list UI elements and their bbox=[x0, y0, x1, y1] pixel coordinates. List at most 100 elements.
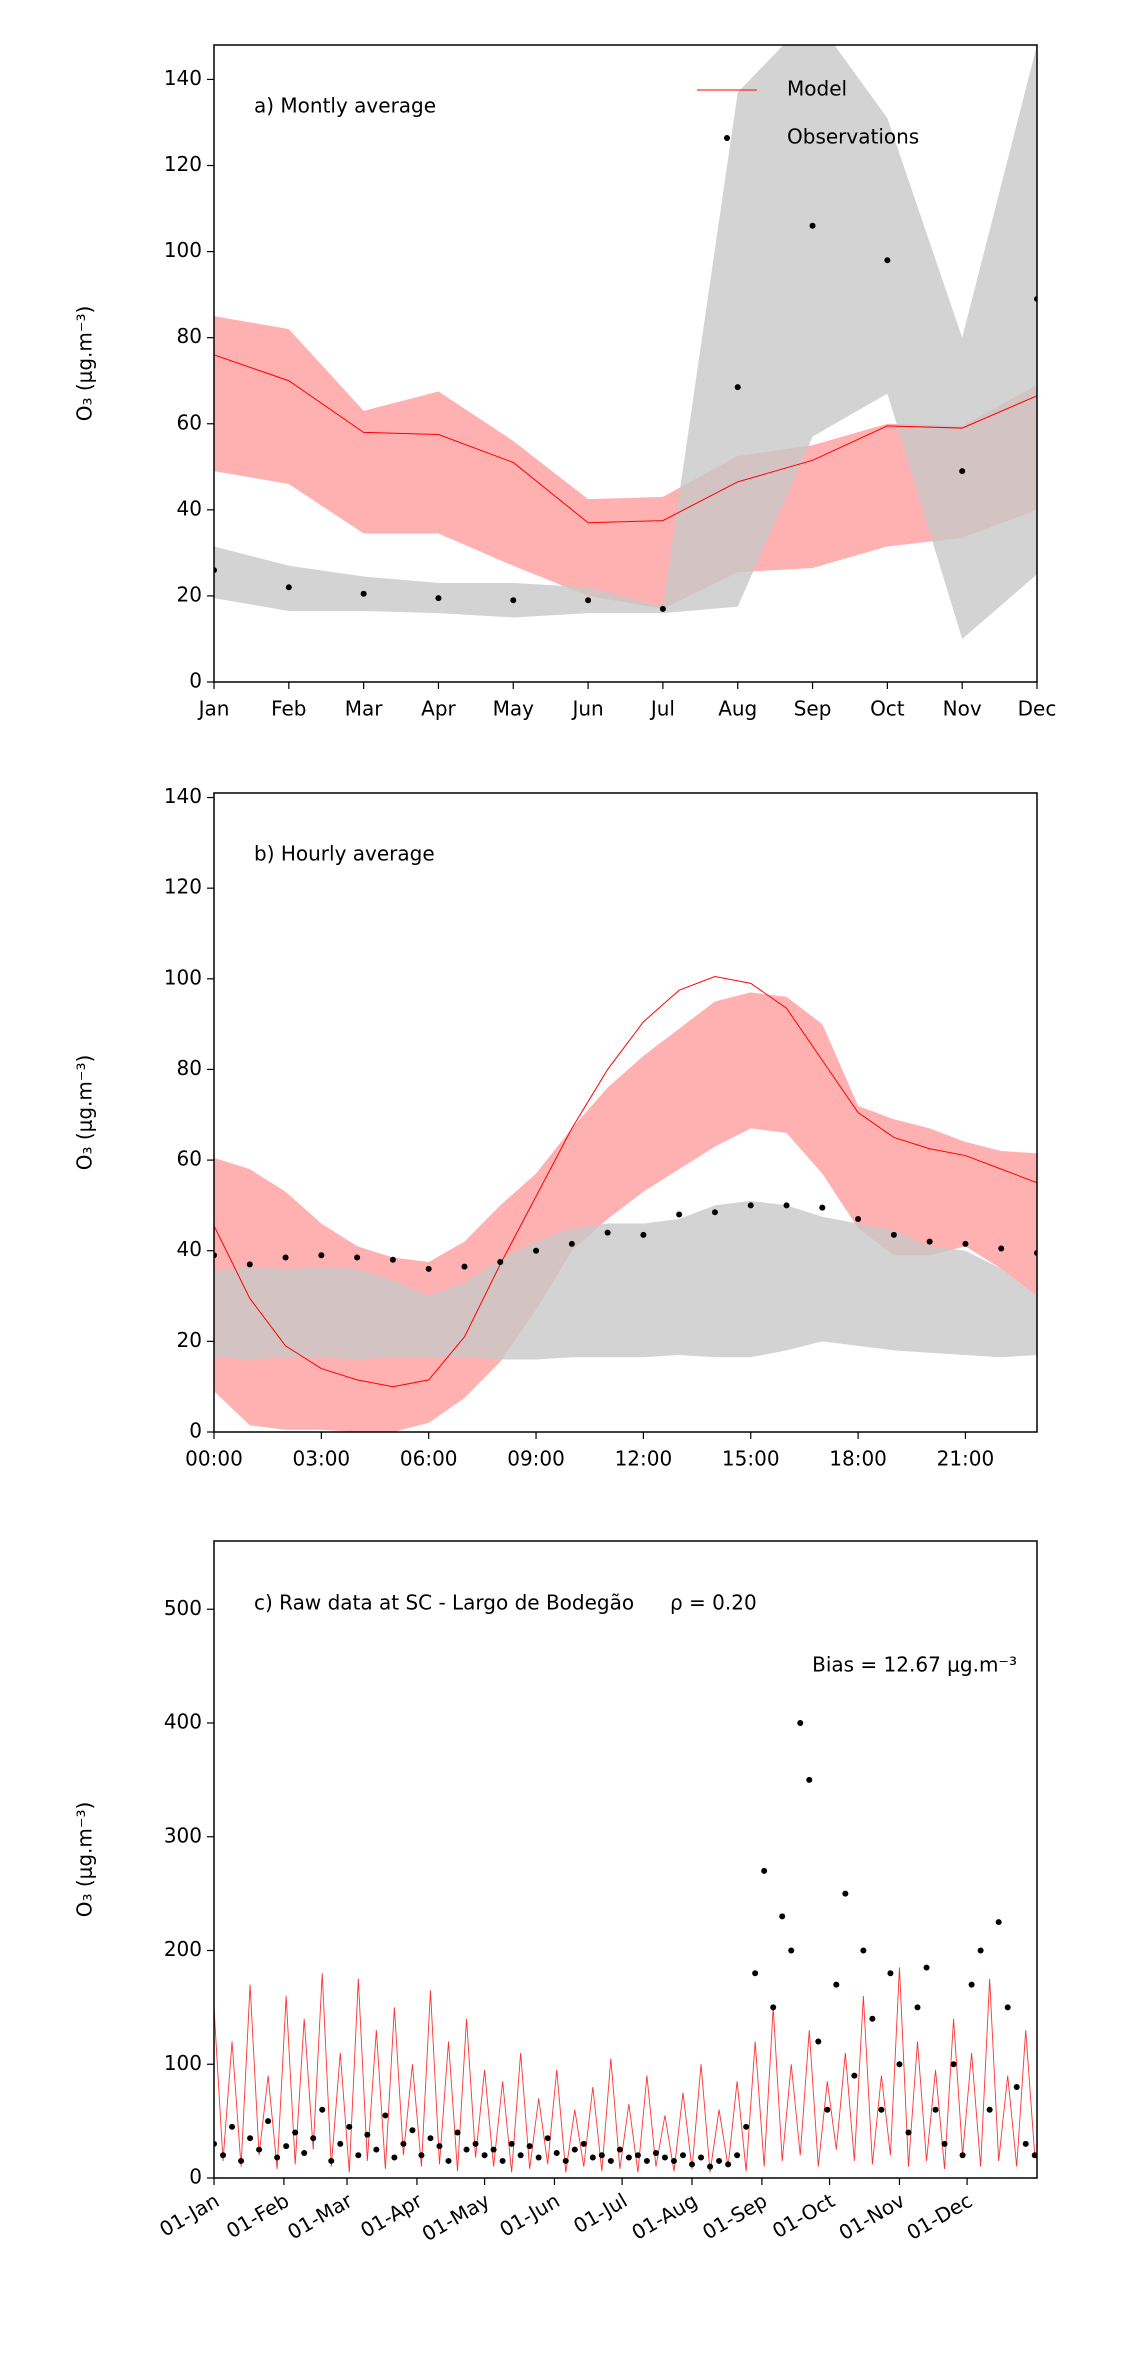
x-tick-label: Dec bbox=[1018, 697, 1057, 721]
observation-dot bbox=[734, 2152, 741, 2159]
plot-area bbox=[214, 45, 1037, 639]
observation-dot bbox=[752, 1970, 759, 1977]
y-tick-label: 20 bbox=[177, 582, 202, 606]
x-tick-label: 01-Nov bbox=[835, 2188, 909, 2245]
axes-frame bbox=[213, 44, 1038, 683]
observation-dot bbox=[806, 1776, 813, 1783]
range-band bbox=[214, 316, 1037, 609]
observation-dot bbox=[959, 2152, 966, 2159]
model-line bbox=[214, 1967, 1036, 2173]
observation-dot bbox=[1031, 2152, 1037, 2159]
observation-dot bbox=[585, 597, 592, 604]
axes-frame bbox=[213, 792, 1038, 1433]
legend-swatch bbox=[724, 135, 730, 141]
observation-dot bbox=[310, 2135, 317, 2142]
observation-dot bbox=[833, 1981, 840, 1988]
y-tick-label: 0 bbox=[189, 1419, 202, 1443]
observation-dot bbox=[247, 2135, 254, 2142]
observation-dot bbox=[824, 2106, 831, 2113]
observation-dot bbox=[337, 2140, 344, 2147]
observation-dot bbox=[926, 1238, 933, 1245]
legend-label: Model bbox=[787, 77, 847, 101]
observation-dot bbox=[932, 2106, 939, 2113]
observation-dot bbox=[256, 2146, 263, 2153]
x-tick-label: May bbox=[493, 697, 535, 721]
x-tick-label: Apr bbox=[421, 697, 456, 721]
x-tick-label: 01-Dec bbox=[903, 2188, 977, 2244]
observation-dot bbox=[454, 2129, 461, 2136]
observation-dot bbox=[968, 1981, 975, 1988]
x-tick-label: 01-Aug bbox=[628, 2188, 702, 2244]
x-tick-label: Sep bbox=[794, 697, 832, 721]
observation-dot bbox=[986, 2106, 993, 2113]
observation-dot bbox=[418, 2152, 425, 2159]
y-tick-label: 120 bbox=[164, 875, 202, 899]
y-tick-label: 100 bbox=[164, 2051, 202, 2075]
axes-frame bbox=[213, 1540, 1038, 2179]
observation-dot bbox=[1013, 2084, 1020, 2090]
observation-dot bbox=[238, 2157, 245, 2164]
observation-dot bbox=[400, 2140, 407, 2147]
annotation: a) Montly average bbox=[254, 94, 436, 118]
y-tick-label: 20 bbox=[177, 1328, 202, 1352]
observation-dot bbox=[360, 590, 367, 597]
annotation: ρ = 0.20 bbox=[670, 1591, 757, 1615]
y-tick-label: 60 bbox=[177, 1147, 202, 1171]
observation-dot bbox=[427, 2135, 434, 2142]
observation-dot bbox=[634, 2152, 641, 2159]
y-tick-label: 80 bbox=[177, 324, 202, 348]
observation-dot bbox=[355, 2152, 362, 2159]
observation-dot bbox=[283, 2143, 290, 2150]
x-tick-label: 00:00 bbox=[185, 1447, 243, 1471]
y-axis-label: O₃ (μg.m⁻³) bbox=[73, 1802, 97, 1918]
observation-dot bbox=[292, 2129, 299, 2136]
annotation: b) Hourly average bbox=[254, 842, 435, 866]
x-tick-label: Feb bbox=[271, 697, 306, 721]
observation-dot bbox=[517, 2152, 524, 2159]
observation-dot bbox=[463, 2146, 470, 2153]
observation-dot bbox=[995, 1919, 1002, 1926]
x-tick-label: Jul bbox=[649, 697, 675, 721]
observation-dot bbox=[510, 597, 517, 604]
observation-dot bbox=[711, 1209, 718, 1216]
observation-dot bbox=[607, 2157, 614, 2164]
x-tick-label: Aug bbox=[718, 697, 757, 721]
x-tick-label: 01-Apr bbox=[356, 2188, 427, 2243]
observation-dot bbox=[535, 2154, 542, 2161]
observation-dot bbox=[887, 1970, 894, 1977]
observation-dot bbox=[860, 1947, 867, 1954]
plot-area bbox=[214, 976, 1037, 1432]
observation-dot bbox=[652, 2149, 659, 2156]
observation-dot bbox=[640, 1231, 647, 1238]
observation-dot bbox=[923, 1964, 930, 1971]
x-tick-label: 01-Sep bbox=[698, 2188, 771, 2244]
observation-dot bbox=[544, 2135, 551, 2142]
observation-dot bbox=[364, 2131, 371, 2138]
x-tick-label: 01-Mar bbox=[283, 2188, 357, 2244]
legend-label: Observations bbox=[787, 125, 919, 149]
observation-dot bbox=[616, 2146, 623, 2153]
range-band bbox=[214, 1200, 1037, 1360]
observation-dot bbox=[779, 1913, 786, 1920]
x-tick-label: Jan bbox=[197, 697, 230, 721]
observation-dot bbox=[725, 2161, 732, 2168]
y-tick-label: 100 bbox=[164, 238, 202, 262]
observation-dot bbox=[553, 2149, 560, 2156]
observation-dot bbox=[905, 2129, 912, 2136]
observation-dot bbox=[229, 2123, 236, 2130]
observation-dot bbox=[282, 1254, 289, 1261]
y-tick-label: 0 bbox=[189, 669, 202, 693]
y-tick-label: 40 bbox=[177, 1237, 202, 1261]
x-tick-label: 09:00 bbox=[507, 1447, 565, 1471]
observation-dot bbox=[382, 2112, 389, 2119]
observation-dot bbox=[761, 1867, 768, 1874]
x-tick-label: 01-Jul bbox=[569, 2188, 631, 2238]
observation-dot bbox=[743, 2123, 750, 2130]
observation-dot bbox=[598, 2152, 605, 2159]
observation-dot bbox=[670, 2157, 677, 2164]
observation-dot bbox=[354, 1254, 361, 1261]
observation-dot bbox=[815, 2038, 822, 2045]
observation-dot bbox=[707, 2163, 714, 2170]
observation-dot bbox=[499, 2157, 506, 2164]
